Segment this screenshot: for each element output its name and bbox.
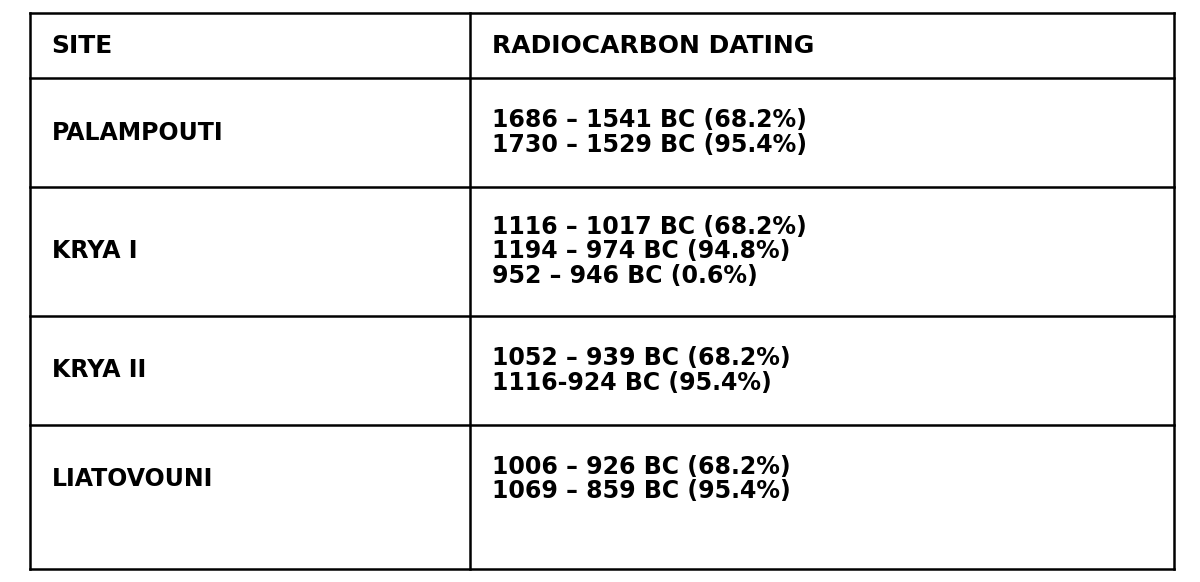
Text: 1116 – 1017 BC (68.2%): 1116 – 1017 BC (68.2%) — [492, 215, 806, 239]
Text: SITE: SITE — [52, 34, 113, 58]
Text: 1194 – 974 BC (94.8%): 1194 – 974 BC (94.8%) — [492, 240, 791, 264]
Text: KRYA I: KRYA I — [52, 240, 137, 264]
Text: 1006 – 926 BC (68.2%): 1006 – 926 BC (68.2%) — [492, 455, 791, 478]
Text: 1686 – 1541 BC (68.2%): 1686 – 1541 BC (68.2%) — [492, 108, 806, 133]
Text: LIATOVOUNI: LIATOVOUNI — [52, 467, 212, 491]
Text: 1069 – 859 BC (95.4%): 1069 – 859 BC (95.4%) — [492, 479, 791, 503]
Text: 1730 – 1529 BC (95.4%): 1730 – 1529 BC (95.4%) — [492, 133, 806, 157]
Text: KRYA II: KRYA II — [52, 359, 146, 382]
Text: 1052 – 939 BC (68.2%): 1052 – 939 BC (68.2%) — [492, 346, 791, 370]
Text: 1116-924 BC (95.4%): 1116-924 BC (95.4%) — [492, 371, 772, 395]
Text: RADIOCARBON DATING: RADIOCARBON DATING — [492, 34, 815, 58]
Text: 952 – 946 BC (0.6%): 952 – 946 BC (0.6%) — [492, 264, 757, 288]
Text: PALAMPOUTI: PALAMPOUTI — [52, 120, 223, 145]
